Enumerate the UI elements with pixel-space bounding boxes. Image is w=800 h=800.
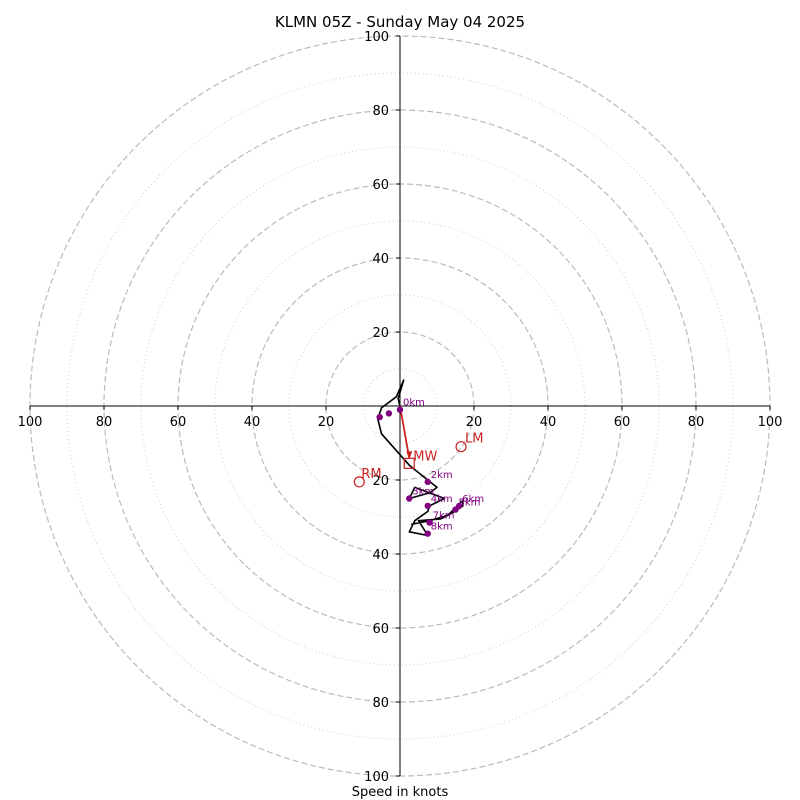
height-point (424, 478, 431, 486)
x-tick-label: 20 (318, 415, 335, 430)
y-tick-label: 100 (364, 770, 389, 785)
chart-title: KLMN 05Z - Sunday May 04 2025 (275, 13, 525, 31)
right-mover-marker (353, 476, 365, 488)
left-mover-label: LM (465, 432, 483, 447)
storm-motion: MW RM LM (353, 405, 484, 488)
height-point (385, 410, 393, 417)
height-label: 3km (412, 487, 434, 498)
height-point (424, 502, 431, 510)
height-point (424, 530, 431, 537)
height-label: 7km (433, 511, 455, 522)
x-tick-label: 20 (466, 415, 483, 430)
x-tick-label: 60 (170, 415, 187, 430)
y-tick-label: 80 (372, 104, 389, 119)
x-tick-label: 40 (244, 415, 261, 430)
mean-wind-marker (403, 457, 415, 469)
y-tick-label: 60 (372, 178, 389, 193)
mean-wind-vector (399, 405, 411, 459)
x-axis-label: Speed in knots (352, 785, 449, 800)
x-tick-label: 100 (18, 415, 43, 430)
height-label: 2km (431, 470, 453, 481)
height-point (396, 406, 404, 413)
y-tick-label: 80 (372, 696, 389, 711)
height-label: 6km (462, 494, 484, 505)
height-point (406, 495, 413, 502)
y-tick-label: 60 (372, 622, 389, 637)
x-tick-label: 60 (614, 415, 631, 430)
height-label: 4km (431, 494, 453, 505)
height-point (456, 502, 463, 510)
height-label: 5km (459, 498, 481, 509)
right-mover-label: RM (361, 467, 381, 482)
height-label: 8km (431, 522, 453, 533)
x-tick-label: 80 (96, 415, 113, 430)
height-point (376, 413, 383, 421)
height-point (426, 519, 433, 526)
tick-labels: 100 80 60 40 20 20 40 60 80 100 20 40 60 80 100 20 40 60 8… (18, 30, 783, 785)
y-tick-label: 40 (372, 252, 389, 267)
y-tick-label: 100 (364, 30, 389, 45)
x-tick-label: 40 (540, 415, 557, 430)
y-tick-label: 20 (372, 326, 389, 341)
x-tick-label: 80 (688, 415, 705, 430)
x-tick-label: 100 (758, 415, 783, 430)
y-tick-label: 20 (372, 474, 389, 489)
mean-wind-arrowhead (406, 451, 413, 460)
height-label: 0km (403, 398, 425, 409)
mean-wind-label: MW (413, 449, 437, 464)
left-mover-marker (455, 441, 467, 453)
y-tick-label: 40 (372, 548, 389, 563)
